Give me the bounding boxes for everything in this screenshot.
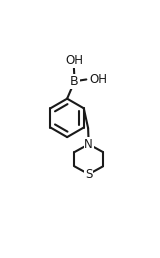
Text: N: N [84, 138, 93, 151]
Text: S: S [85, 168, 92, 181]
Text: B: B [70, 75, 79, 88]
Text: OH: OH [65, 54, 83, 67]
Text: OH: OH [89, 73, 108, 86]
